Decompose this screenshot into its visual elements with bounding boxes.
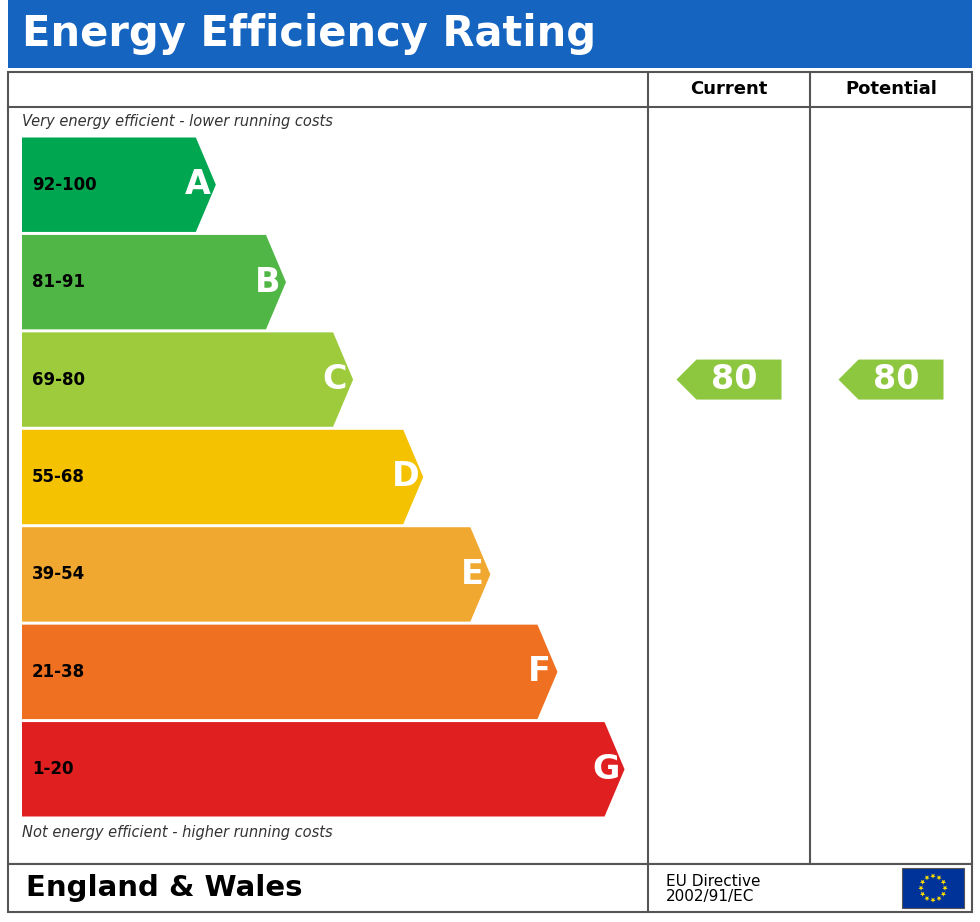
- Polygon shape: [936, 896, 942, 901]
- Text: A: A: [185, 168, 211, 201]
- Polygon shape: [22, 527, 490, 621]
- Bar: [8, 864, 972, 912]
- Text: EU Directive: EU Directive: [666, 873, 760, 889]
- Polygon shape: [941, 880, 946, 885]
- Text: B: B: [255, 266, 280, 299]
- Polygon shape: [22, 624, 558, 719]
- Text: 69-80: 69-80: [32, 371, 85, 388]
- Text: 92-100: 92-100: [32, 176, 97, 194]
- Polygon shape: [676, 360, 781, 399]
- Text: C: C: [322, 363, 347, 396]
- Polygon shape: [918, 886, 924, 891]
- Polygon shape: [22, 235, 286, 329]
- Bar: [902, 868, 964, 908]
- Text: Current: Current: [690, 80, 767, 99]
- Text: 81-91: 81-91: [32, 273, 85, 291]
- Text: Potential: Potential: [845, 80, 937, 99]
- Polygon shape: [22, 137, 216, 232]
- Text: Not energy efficient - higher running costs: Not energy efficient - higher running co…: [22, 824, 332, 840]
- Text: England & Wales: England & Wales: [26, 874, 303, 902]
- Bar: [8, 72, 972, 864]
- Polygon shape: [924, 896, 930, 901]
- Text: 80: 80: [710, 363, 758, 396]
- Polygon shape: [22, 430, 423, 525]
- Polygon shape: [22, 332, 353, 427]
- Polygon shape: [920, 880, 925, 885]
- Text: Energy Efficiency Rating: Energy Efficiency Rating: [22, 13, 596, 55]
- Polygon shape: [936, 875, 942, 881]
- Polygon shape: [839, 360, 944, 399]
- Polygon shape: [943, 886, 948, 891]
- Text: 80: 80: [873, 363, 919, 396]
- Polygon shape: [920, 892, 925, 897]
- Text: F: F: [528, 656, 551, 689]
- Text: D: D: [391, 460, 419, 493]
- Polygon shape: [22, 722, 624, 817]
- Text: 21-38: 21-38: [32, 663, 85, 680]
- Polygon shape: [930, 874, 936, 879]
- Text: G: G: [593, 752, 620, 786]
- Text: Very energy efficient - lower running costs: Very energy efficient - lower running co…: [22, 114, 333, 129]
- Text: E: E: [461, 558, 484, 591]
- Bar: [8, 0, 972, 68]
- Polygon shape: [941, 892, 946, 897]
- Text: 1-20: 1-20: [32, 761, 74, 778]
- Text: 39-54: 39-54: [32, 565, 85, 584]
- Polygon shape: [924, 875, 930, 881]
- Polygon shape: [930, 898, 936, 903]
- Text: 2002/91/EC: 2002/91/EC: [666, 889, 755, 904]
- Text: 55-68: 55-68: [32, 468, 85, 486]
